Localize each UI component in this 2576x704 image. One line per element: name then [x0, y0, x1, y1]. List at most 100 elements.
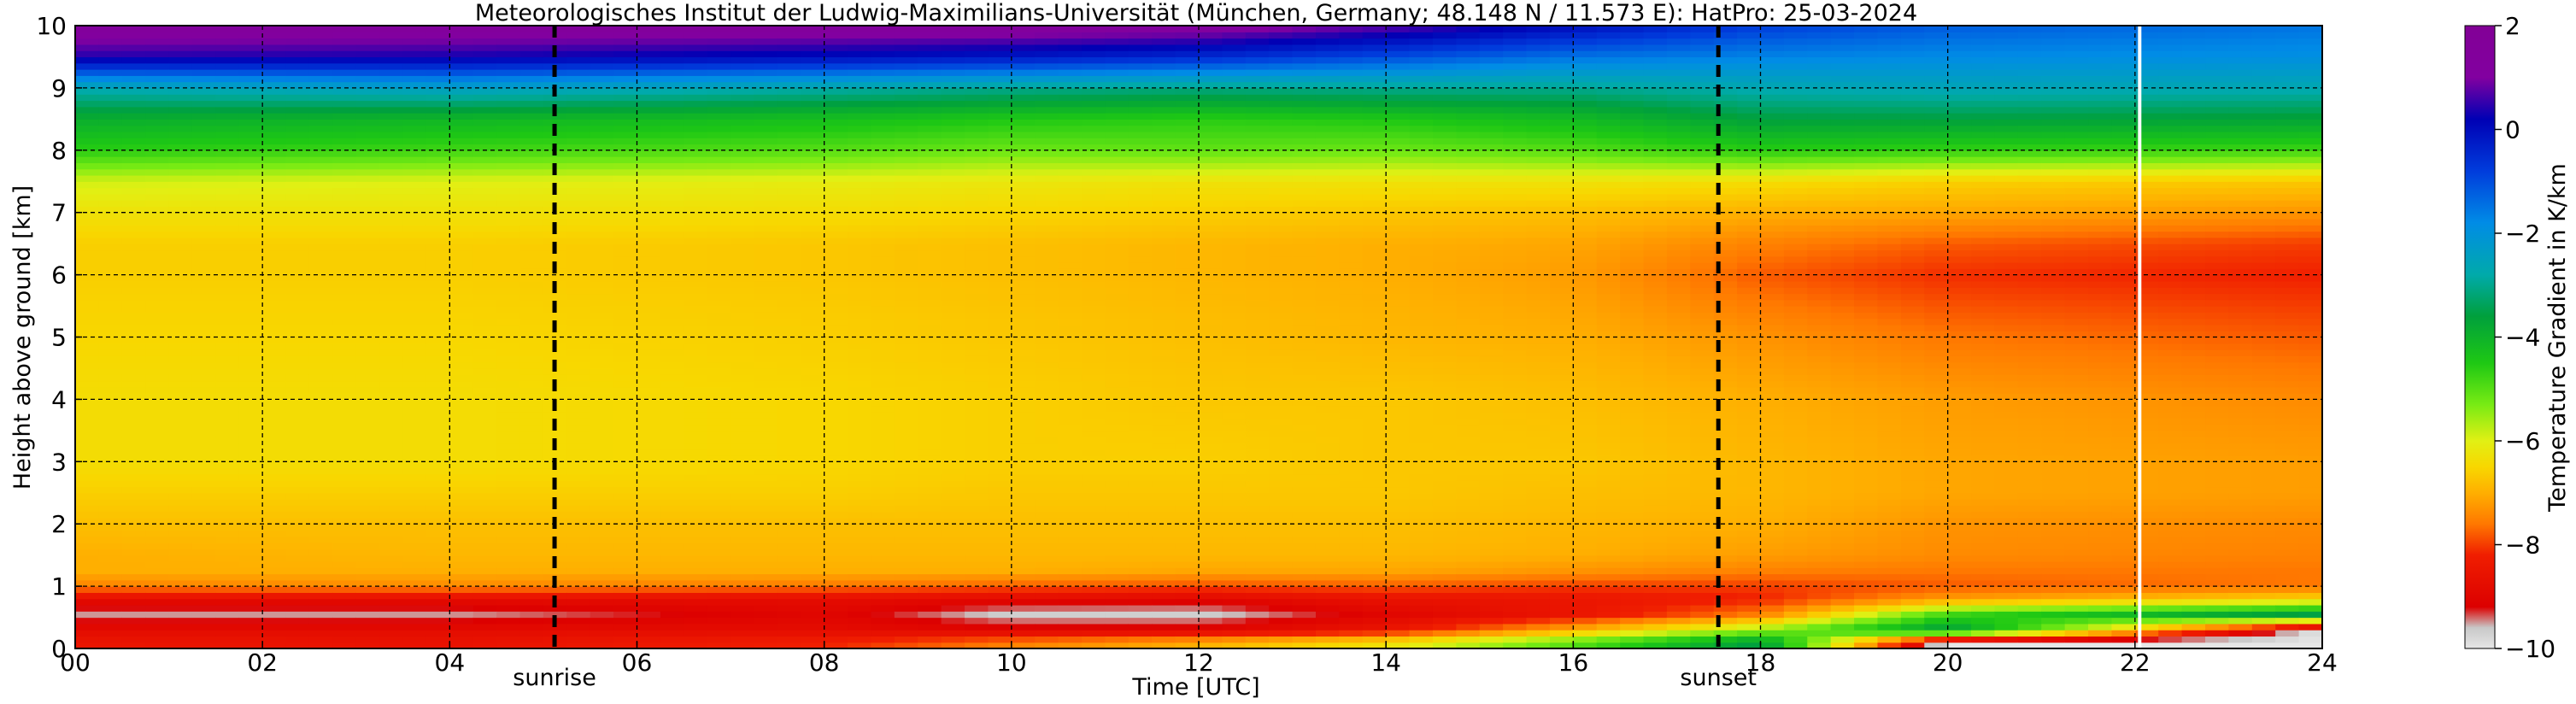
heatmap-cell — [918, 405, 942, 413]
heatmap-cell — [379, 87, 404, 95]
heatmap-cell — [566, 32, 591, 39]
heatmap-cell — [262, 386, 287, 394]
heatmap-cell — [238, 492, 263, 500]
heatmap-cell — [238, 287, 263, 295]
heatmap-cell — [449, 399, 474, 407]
heatmap-cell — [1011, 355, 1036, 363]
heatmap-cell — [894, 617, 918, 625]
heatmap-cell — [425, 162, 450, 170]
heatmap-cell — [918, 262, 942, 269]
heatmap-cell — [308, 324, 333, 331]
heatmap-cell — [1058, 461, 1083, 469]
heatmap-cell — [379, 162, 404, 170]
heatmap-cell — [98, 560, 123, 568]
heatmap-cell — [1105, 287, 1130, 295]
heatmap-cell — [168, 324, 193, 331]
heatmap-cell — [355, 405, 380, 413]
heatmap-cell — [965, 511, 989, 519]
heatmap-cell — [121, 268, 146, 276]
heatmap-cell — [1082, 225, 1106, 232]
heatmap-cell — [472, 530, 497, 537]
heatmap-cell — [449, 598, 474, 606]
heatmap-cell — [379, 274, 404, 282]
heatmap-cell — [332, 505, 357, 513]
heatmap-cell — [777, 443, 801, 450]
heatmap-cell — [1152, 50, 1177, 58]
heatmap-cell — [1199, 106, 1223, 114]
heatmap-cell — [824, 473, 848, 481]
heatmap-cell — [566, 567, 591, 575]
heatmap-cell — [262, 579, 287, 587]
heatmap-cell — [145, 449, 170, 456]
heatmap-cell — [988, 480, 1012, 488]
heatmap-cell — [566, 480, 591, 488]
heatmap-cell — [965, 212, 989, 220]
heatmap-cell — [168, 486, 193, 494]
heatmap-cell — [285, 287, 310, 295]
heatmap-cell — [1082, 355, 1106, 363]
heatmap-cell — [1082, 100, 1106, 108]
heatmap-cell — [191, 530, 216, 537]
heatmap-cell — [1105, 218, 1130, 226]
heatmap-cell — [262, 349, 287, 356]
heatmap-cell — [801, 592, 825, 600]
heatmap-cell — [660, 399, 684, 407]
heatmap-cell — [754, 331, 778, 338]
heatmap-cell — [684, 312, 708, 320]
heatmap-cell — [731, 225, 755, 232]
heatmap-cell — [1011, 636, 1036, 643]
heatmap-cell — [379, 44, 404, 51]
heatmap-cell — [98, 461, 123, 469]
heatmap-cell — [1199, 530, 1223, 537]
heatmap-cell — [590, 69, 614, 76]
heatmap-cell — [332, 287, 357, 295]
heatmap-cell — [98, 343, 123, 350]
heatmap-cell — [75, 218, 99, 226]
heatmap-cell — [215, 511, 240, 519]
heatmap-cell — [731, 586, 755, 593]
heatmap-cell — [262, 200, 287, 208]
heatmap-cell — [684, 355, 708, 363]
heatmap-cell — [1058, 437, 1083, 444]
heatmap-cell — [965, 100, 989, 108]
heatmap-cell — [191, 81, 216, 89]
heatmap-cell — [707, 337, 731, 344]
heatmap-cell — [308, 579, 333, 587]
heatmap-cell — [1128, 617, 1153, 625]
heatmap-cell — [754, 181, 778, 189]
heatmap-cell — [449, 56, 474, 64]
heatmap-cell — [1222, 461, 1247, 469]
heatmap-cell — [1152, 280, 1177, 288]
heatmap-cell — [754, 81, 778, 89]
heatmap-cell — [1011, 32, 1036, 39]
heatmap-cell — [1035, 318, 1059, 326]
heatmap-cell — [1058, 231, 1083, 238]
heatmap-cell — [98, 69, 123, 76]
heatmap-cell — [1035, 200, 1059, 208]
heatmap-cell — [191, 94, 216, 102]
heatmap-cell — [637, 162, 661, 170]
heatmap-cell — [1035, 206, 1059, 214]
heatmap-cell — [731, 119, 755, 126]
heatmap-cell — [191, 636, 216, 643]
heatmap-cell — [285, 467, 310, 475]
heatmap-cell — [918, 243, 942, 251]
heatmap-cell — [379, 636, 404, 643]
heatmap-cell — [590, 530, 614, 537]
heatmap-cell — [519, 424, 544, 431]
heatmap-cell — [519, 611, 544, 619]
heatmap-cell — [918, 50, 942, 58]
heatmap-cell — [332, 560, 357, 568]
heatmap-cell — [191, 386, 216, 394]
heatmap-cell — [1222, 424, 1247, 431]
heatmap-cell — [754, 274, 778, 282]
heatmap-cell — [1128, 206, 1153, 214]
heatmap-cell — [379, 174, 404, 182]
heatmap-cell — [262, 524, 287, 531]
heatmap-cell — [145, 293, 170, 301]
heatmap-cell — [1105, 119, 1130, 126]
heatmap-cell — [496, 492, 521, 500]
heatmap-cell — [98, 174, 123, 182]
heatmap-cell — [75, 480, 99, 488]
heatmap-cell — [215, 287, 240, 295]
